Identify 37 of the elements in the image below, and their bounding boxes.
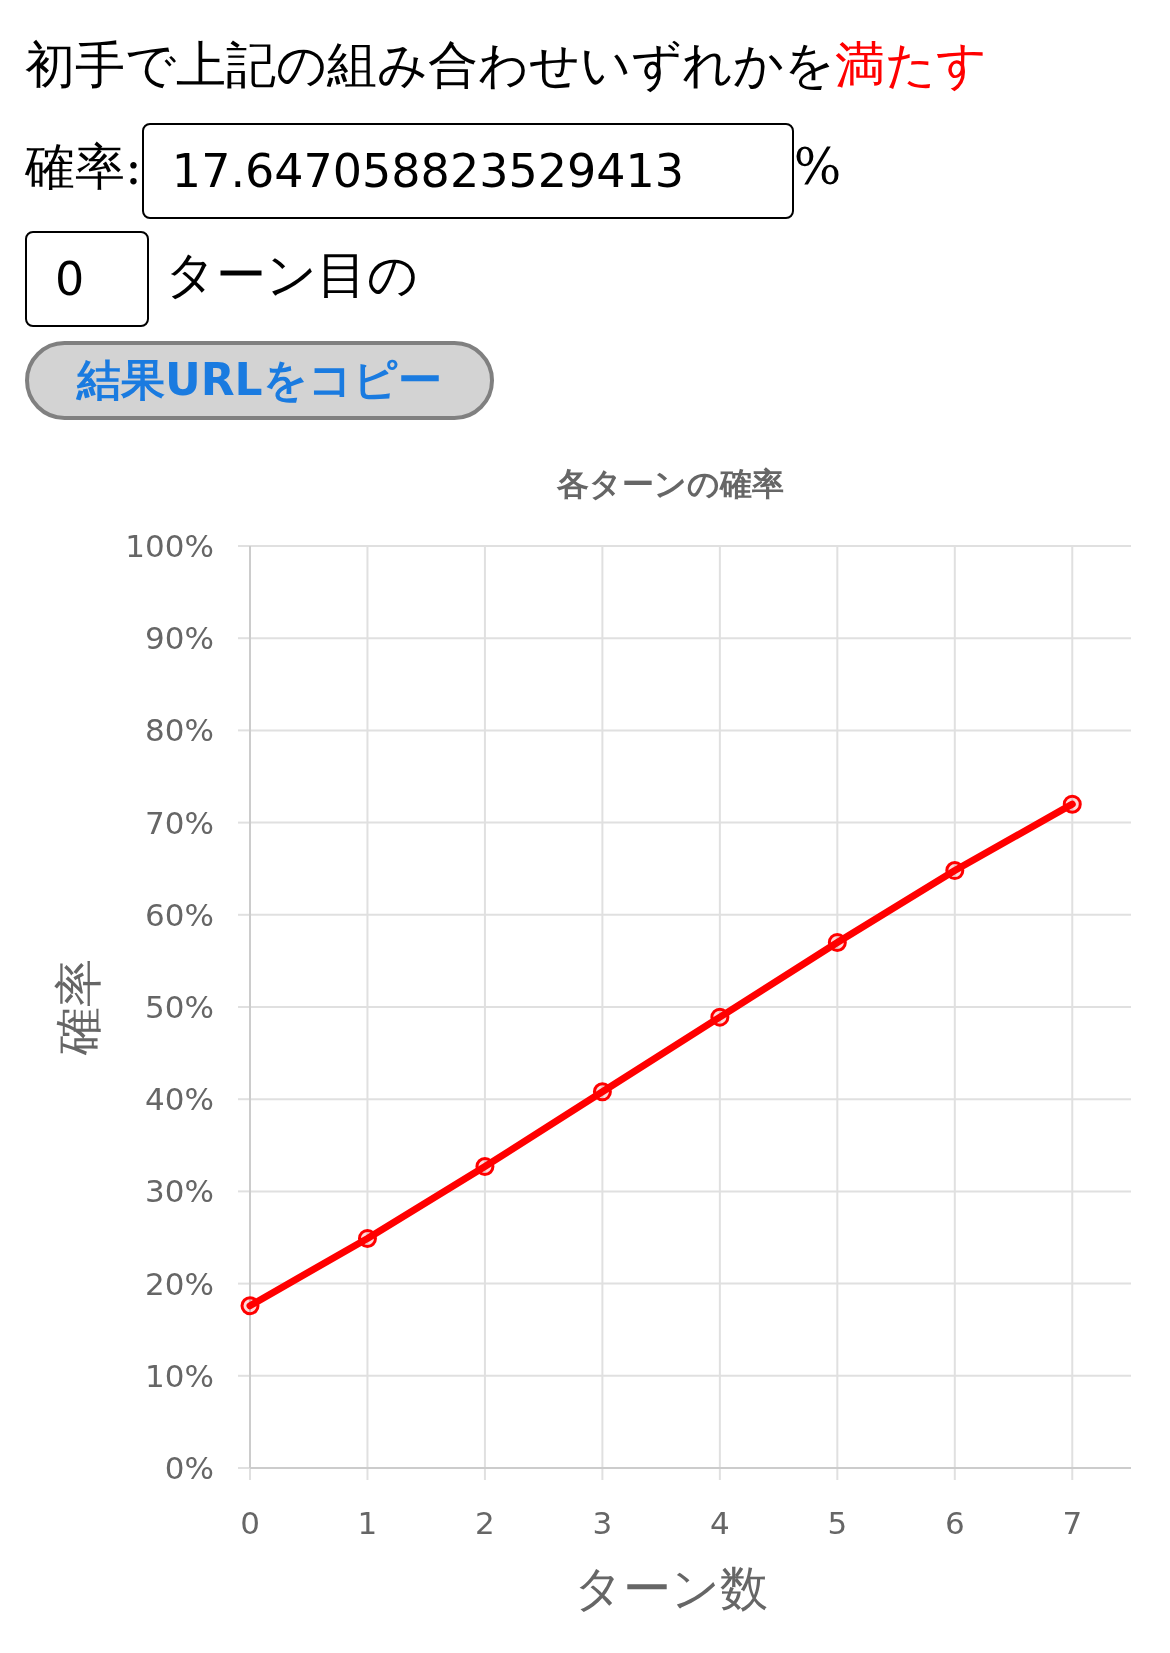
- y-tick-label: 100%: [125, 528, 214, 564]
- text: %: [793, 138, 842, 196]
- point: [827, 932, 847, 952]
- y-tick-label: 0%: [164, 1450, 214, 1486]
- text: 満たす: [835, 36, 987, 94]
- y-tick-label: 20%: [145, 1265, 214, 1302]
- y-tick-label: 30%: [145, 1173, 214, 1210]
- y-tick-label: 40%: [145, 1081, 214, 1118]
- point: [592, 1082, 612, 1102]
- text: 結果URLをコピー: [25, 341, 494, 420]
- point: [1062, 794, 1082, 814]
- y-tick-label: 50%: [145, 989, 214, 1025]
- x-tick-label: 7: [1062, 1505, 1083, 1541]
- y-tick-label: 60%: [145, 896, 214, 933]
- y-tick-label: 80%: [145, 712, 214, 749]
- y-tick-label: 90%: [145, 620, 214, 657]
- text: 確率:: [25, 138, 142, 196]
- y-tick-label: 10%: [145, 1357, 214, 1394]
- text: 0: [25, 231, 149, 327]
- text: ターン目の: [164, 246, 418, 304]
- point: [240, 1296, 260, 1316]
- x-tick-label: 0: [240, 1505, 260, 1541]
- x-axis-title: ターン数: [573, 1560, 768, 1616]
- x-tick-label: 4: [710, 1505, 730, 1541]
- chart-title: 各ターンの確率: [556, 465, 784, 503]
- point: [475, 1157, 495, 1177]
- point: [945, 861, 965, 881]
- y-axis-title: 確率: [50, 959, 106, 1056]
- point: [710, 1007, 730, 1027]
- x-tick-label: 3: [592, 1505, 613, 1541]
- x-tick-label: 1: [357, 1505, 378, 1541]
- x-tick-label: 2: [475, 1505, 495, 1541]
- y-tick-label: 70%: [145, 804, 214, 841]
- x-tick-label: 5: [827, 1505, 848, 1541]
- x-tick-label: 6: [944, 1505, 965, 1541]
- text: 17.647058823529413: [141, 123, 794, 219]
- point: [357, 1228, 377, 1248]
